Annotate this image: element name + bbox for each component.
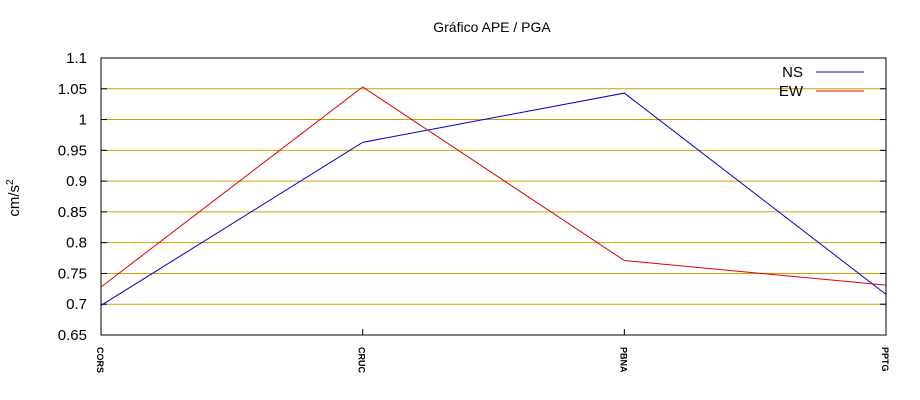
y-tick-label: 0.85: [58, 204, 87, 221]
x-tick-label: CRUC: [357, 347, 367, 373]
y-tick-label: 0.7: [66, 296, 87, 313]
series-line-ns: [100, 92, 887, 306]
y-tick-label: 0.95: [58, 142, 87, 159]
series-line-ew: [100, 86, 887, 288]
x-tick-label: PPTG: [880, 347, 890, 372]
y-axis-label-text: cm/s: [6, 185, 23, 217]
x-tick-label: CORS: [95, 347, 105, 373]
y-tick-label: 0.9: [66, 173, 87, 190]
x-tick-label: PBNA: [618, 347, 628, 373]
axis-layer: 0.65 0.7 0.75 0.8 0.85 0.9 0.95 1 1.05 1.1 CORS CRU…: [58, 50, 890, 373]
chart-title: Gráfico APE / PGA: [433, 19, 551, 35]
legend: NS EW: [779, 64, 864, 100]
y-axis-label-superscript: 2: [5, 179, 16, 185]
y-tick-label: 0.8: [66, 235, 87, 252]
y-tick-label: 1: [79, 112, 87, 129]
legend-label-ns: NS: [782, 64, 803, 81]
y-axis-label: cm/s2: [5, 179, 23, 217]
y-tick-label: 1.1: [66, 50, 87, 67]
plot-frame: [100, 57, 887, 336]
grid-layer: [101, 88, 886, 305]
y-tick-label: 0.65: [58, 327, 87, 344]
y-tick-label: 1.05: [58, 81, 87, 98]
y-tick-label: 0.75: [58, 265, 87, 282]
series-layer: [100, 86, 887, 306]
legend-label-ew: EW: [779, 83, 804, 100]
